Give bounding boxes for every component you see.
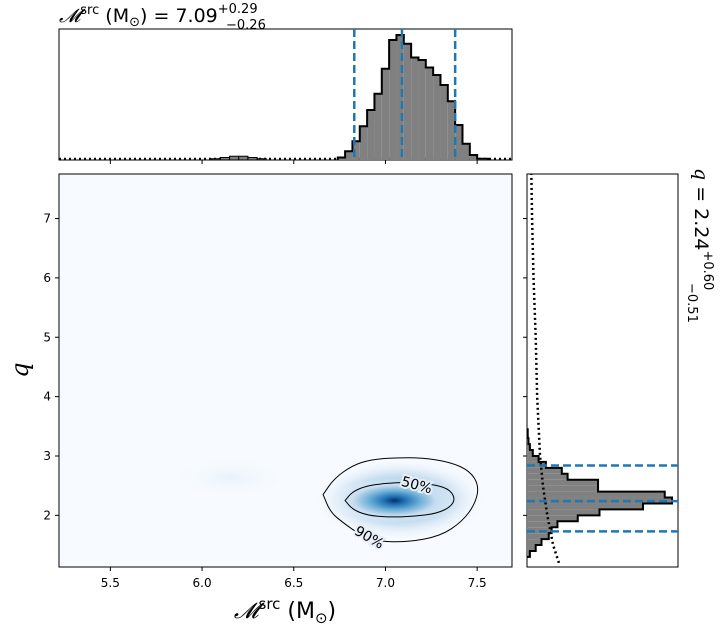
xlabel-sun: ⊙ [315,609,328,627]
heatmap-core-region [334,478,456,523]
marginal-x-ticks [109,160,478,164]
marginal-y-bin [527,444,530,451]
marginal-x-bump-bin [238,155,249,160]
title-y-main: q [690,168,712,180]
title-x-sup: src [80,3,99,18]
marginal-y-bin [527,503,643,510]
marginal-y-bin [527,479,599,486]
marginal-y-bin [527,467,562,474]
marginal-x-bin [433,75,441,160]
contour-90 [322,457,479,543]
marginal-y-prior-curve [530,174,561,564]
marginal-x-bin [359,126,368,160]
marginal-x-bump-bin [256,158,267,160]
marginal-x-bin [462,143,470,160]
title-y-minus: −0.51 [684,283,699,323]
marginal-y-title: q = 2.24+0.60−0.51 [684,168,715,323]
marginal-x-step-outline [336,34,490,160]
marginal-x-bump-bin [229,155,240,160]
marginal-x-bump-bin [219,157,231,160]
marginal-y-bin [527,533,549,540]
xlabel-close: ) [328,599,337,624]
marginal-y-quantile-lines [527,464,678,533]
x-tick-label: 7.5 [468,576,487,590]
joint-y-ticks: 2 3 4 5 6 7 [43,212,59,522]
marginal-x-bin [447,101,456,160]
marginal-y-bin [527,509,600,516]
marginal-x-bin [374,93,382,160]
marginal-x-bin [337,157,346,160]
marginal-y-bin [527,539,542,546]
joint-x-ticks: 5.5 6.0 6.5 7.0 7.5 [101,567,487,590]
title-x-plus: +0.29 [218,2,258,17]
x-tick-label: 7.0 [376,576,395,590]
y-tick-label: 4 [43,390,51,404]
marginal-x-bump-bin [247,157,258,160]
y-tick-label: 2 [43,508,51,522]
heatmap-faint-region [170,456,290,500]
title-x-unit: (M [99,5,129,27]
joint-x-label: 𝓜src (M⊙) [234,595,336,627]
marginal-y-bin [527,485,599,492]
y-tick-label: 7 [43,212,51,226]
marginal-x-bin [367,110,375,160]
title-x-main: 𝓜 [59,5,86,27]
y-tick-label: 6 [43,271,51,285]
title-y-plus: +0.60 [700,250,715,290]
marginal-x-histogram [59,34,512,160]
marginal-x-title: 𝓜src (M⊙) = 7.09+0.29 −0.26 [59,2,266,33]
joint-frame [58,173,513,568]
marginal-x-bin [455,125,463,160]
marginal-x-bin [411,57,419,160]
marginal-y-bin [527,491,665,498]
marginal-y-bin [527,515,578,522]
y-tick-label: 3 [43,449,51,463]
joint-y-label: q [6,362,34,377]
marginal-x-bin [381,68,390,160]
marginal-y-bin [527,473,568,480]
title-x-sun: ⊙ [129,15,140,30]
marginal-x-quantile-lines [353,29,457,160]
marginal-x-bin [418,60,426,160]
marginal-x-bump-bin [210,158,221,160]
marginal-y-panel: q = 2.24+0.60−0.51 [523,168,715,568]
marginal-x-bin [396,35,404,160]
marginal-y-bin [527,455,539,462]
marginal-y-bin [527,550,530,557]
marginal-x-bin [389,40,397,160]
marginal-x-bin [425,67,434,160]
marginal-x-bin [403,43,412,160]
marginal-x-bin [440,85,448,160]
x-tick-label: 5.5 [101,576,120,590]
xlabel-sup: src [259,595,281,613]
marginal-y-bin [527,545,536,551]
y-tick-label: 5 [43,330,51,344]
marginal-y-prior [530,174,561,564]
title-x-eq: ) = 7.09 [140,5,218,27]
xlabel-unit: (M [280,599,315,624]
marginal-y-step-outline [527,428,673,558]
marginal-y-ticks [523,218,527,516]
contour-50 [344,481,455,518]
marginal-x-bin [352,141,360,160]
joint-heatmap [170,456,488,541]
marginal-y-bin [527,521,558,528]
marginal-y-bin [527,450,533,456]
marginal-x-panel: 𝓜src (M⊙) = 7.09+0.29 −0.26 [58,2,513,164]
x-tick-label: 6.5 [284,576,303,590]
marginal-y-bin [527,461,546,468]
marginal-x-bin [345,151,353,160]
marginal-x-bin [469,155,478,160]
title-y-eq: = 2.24 [690,180,712,250]
title-x-minus: −0.26 [226,18,266,33]
x-tick-label: 6.0 [193,576,212,590]
